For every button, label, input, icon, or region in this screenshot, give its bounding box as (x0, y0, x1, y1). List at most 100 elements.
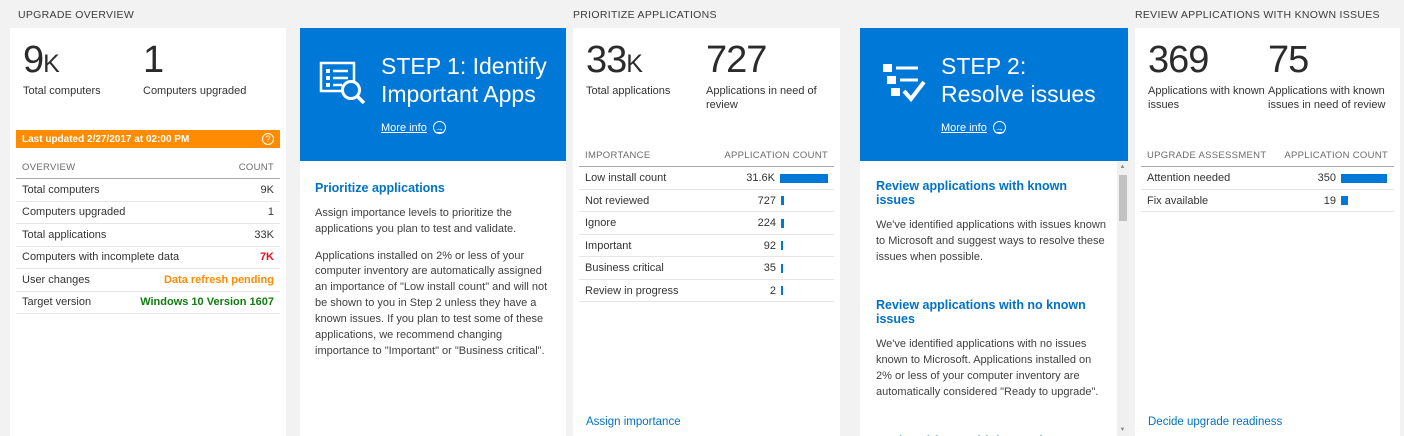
stat-known-issues-need-review[interactable]: 75 Applications with known issues in nee… (1268, 39, 1386, 112)
row-label: Business critical (585, 262, 664, 275)
step1-title: STEP 1: Identify Important Apps (381, 53, 547, 108)
resolve-issues-icon (878, 58, 926, 161)
overview-stats: 9K Total computers 1 Computers upgraded (10, 28, 286, 98)
row-label: Fix available (1147, 194, 1209, 207)
row-value: 727 (757, 194, 776, 207)
table-row[interactable]: User changes Data refresh pending (16, 269, 280, 292)
table-row[interactable]: Not reviewed 727 (579, 190, 834, 213)
row-label: Computers upgraded (22, 206, 126, 219)
more-info-label: More info (381, 121, 427, 134)
scrollbar[interactable]: ▲ ▼ (1117, 161, 1128, 436)
table-row[interactable]: Fix available 19 (1141, 190, 1394, 213)
applications-stats: 33K Total applications 727 Applications … (573, 28, 840, 112)
count-bar (1341, 196, 1348, 206)
scroll-down-icon[interactable]: ▼ (1119, 427, 1126, 433)
table-row[interactable]: Ignore 224 (579, 212, 834, 235)
last-updated-banner: Last updated 2/27/2017 at 02:00 PM ? (16, 130, 280, 149)
column-header-upgrade-assessment: UPGRADE ASSESSMENT (1147, 150, 1267, 162)
row-value: 33K (254, 228, 274, 241)
stat-label: Applications with known issues in need o… (1268, 84, 1386, 112)
row-label: Computers with incomplete data (22, 251, 180, 264)
stat-computers-upgraded[interactable]: 1 Computers upgraded (143, 40, 246, 98)
table-row[interactable]: Attention needed 350 (1141, 167, 1394, 190)
prioritize-applications-heading[interactable]: Prioritize applications (315, 181, 445, 195)
row-value: 2 (769, 284, 776, 297)
stat-total-applications[interactable]: 33K Total applications (586, 39, 706, 112)
section-label-review-known-issues: REVIEW APPLICATIONS WITH KNOWN ISSUES (1135, 9, 1380, 21)
stat-apps-known-issues[interactable]: 369 Applications with known issues (1148, 39, 1268, 112)
step2-title: STEP 2: Resolve issues (941, 53, 1096, 108)
step1-tile[interactable]: STEP 1: Identify Important Apps More inf… (300, 28, 566, 161)
section-label-prioritize-applications: PRIORITIZE APPLICATIONS (573, 9, 717, 21)
section-label-upgrade-overview: UPGRADE OVERVIEW (18, 9, 135, 21)
table-row[interactable]: Total computers 9K (16, 179, 280, 202)
scrollbar-thumb[interactable] (1118, 175, 1127, 221)
resolve-issues-panel: Review applications with known issues We… (860, 161, 1128, 436)
row-value: 31.6K (746, 172, 775, 185)
column-header-overview: OVERVIEW (22, 162, 76, 174)
bar-cell (1336, 173, 1388, 183)
column-header-importance: IMPORTANCE (585, 150, 651, 162)
known-issues-stats: 369 Applications with known issues 75 Ap… (1135, 28, 1400, 112)
decide-upgrade-readiness-link[interactable]: Decide upgrade readiness (1148, 416, 1283, 428)
table-row[interactable]: Business critical 35 (579, 257, 834, 280)
row-value: 35 (763, 262, 776, 275)
table-row[interactable]: Important 92 (579, 235, 834, 258)
help-icon[interactable]: ? (262, 133, 274, 146)
arrow-right-icon: → (432, 121, 446, 135)
stat-value: 75 (1268, 39, 1309, 81)
count-bar (1341, 173, 1387, 183)
row-value: Data refresh pending (163, 273, 274, 286)
stat-total-computers[interactable]: 9K Total computers (23, 40, 143, 98)
last-updated-text: Last updated 2/27/2017 at 02:00 PM (22, 133, 190, 145)
table-row[interactable]: Low install count 31.6K (579, 167, 834, 190)
stat-value: 33K (586, 39, 643, 81)
prioritize-applications-panel: Prioritize applications Assign importanc… (300, 161, 566, 436)
stat-label: Total computers (23, 84, 101, 97)
bar-cell (1336, 196, 1388, 206)
upgrade-overview-card: 9K Total computers 1 Computers upgraded … (10, 28, 286, 436)
review-apps-no-known-issues-heading[interactable]: Review applications with no known issues (876, 298, 1086, 327)
review-apps-known-issues-text: We've identified applications with issue… (876, 219, 1106, 263)
table-header: UPGRADE ASSESSMENT APPLICATION COUNT (1141, 144, 1394, 168)
review-drivers-known-issues-heading[interactable]: Review drivers with known issues (876, 434, 1106, 436)
table-row[interactable]: Total applications 33K (16, 224, 280, 247)
table-row[interactable]: Review in progress 2 (579, 280, 834, 303)
importance-table: IMPORTANCE APPLICATION COUNT Low install… (579, 144, 834, 303)
count-bar (781, 218, 784, 228)
count-bar (781, 241, 783, 251)
step1-more-info-link[interactable]: More info → (381, 121, 446, 135)
column-header-count: COUNT (238, 162, 274, 174)
stat-apps-need-review[interactable]: 727 Applications in need of review (706, 39, 824, 112)
row-label: Ignore (585, 217, 617, 230)
row-label: Important (585, 239, 632, 252)
row-label: Not reviewed (585, 194, 650, 207)
bar-cell (776, 286, 828, 296)
scroll-up-icon[interactable]: ▲ (1119, 164, 1126, 170)
overview-table: OVERVIEW COUNT Total computers 9K Comput… (16, 156, 280, 315)
count-bar (781, 196, 784, 206)
count-bar (781, 286, 783, 296)
table-row[interactable]: Target version Windows 10 Version 1607 (16, 292, 280, 315)
bar-cell (776, 196, 828, 206)
prioritize-paragraph-2: Applications installed on 2% or less of … (315, 249, 548, 357)
assign-importance-link[interactable]: Assign importance (586, 416, 681, 428)
table-row[interactable]: Computers upgraded 1 (16, 202, 280, 225)
table-row[interactable]: Computers with incomplete data 7K (16, 247, 280, 270)
bar-cell (776, 241, 828, 251)
step2-more-info-link[interactable]: More info → (941, 121, 1006, 135)
row-label: Total applications (22, 228, 107, 241)
resolve-block: Review applications with known issues We… (876, 179, 1106, 265)
count-bar (781, 263, 783, 273)
step2-tile[interactable]: STEP 2: Resolve issues More info → (860, 28, 1128, 161)
bar-cell (776, 263, 828, 273)
applications-card: 33K Total applications 727 Applications … (573, 28, 840, 436)
review-apps-known-issues-heading[interactable]: Review applications with known issues (876, 179, 1068, 207)
stat-value: 727 (706, 39, 767, 81)
row-value: Windows 10 Version 1607 (140, 296, 274, 309)
table-header: IMPORTANCE APPLICATION COUNT (579, 144, 834, 168)
known-issues-card: 369 Applications with known issues 75 Ap… (1135, 28, 1400, 436)
stat-value: 369 (1148, 39, 1209, 81)
prioritize-paragraph-1: Assign importance levels to prioritize t… (315, 207, 517, 235)
row-value: 1 (267, 206, 274, 219)
